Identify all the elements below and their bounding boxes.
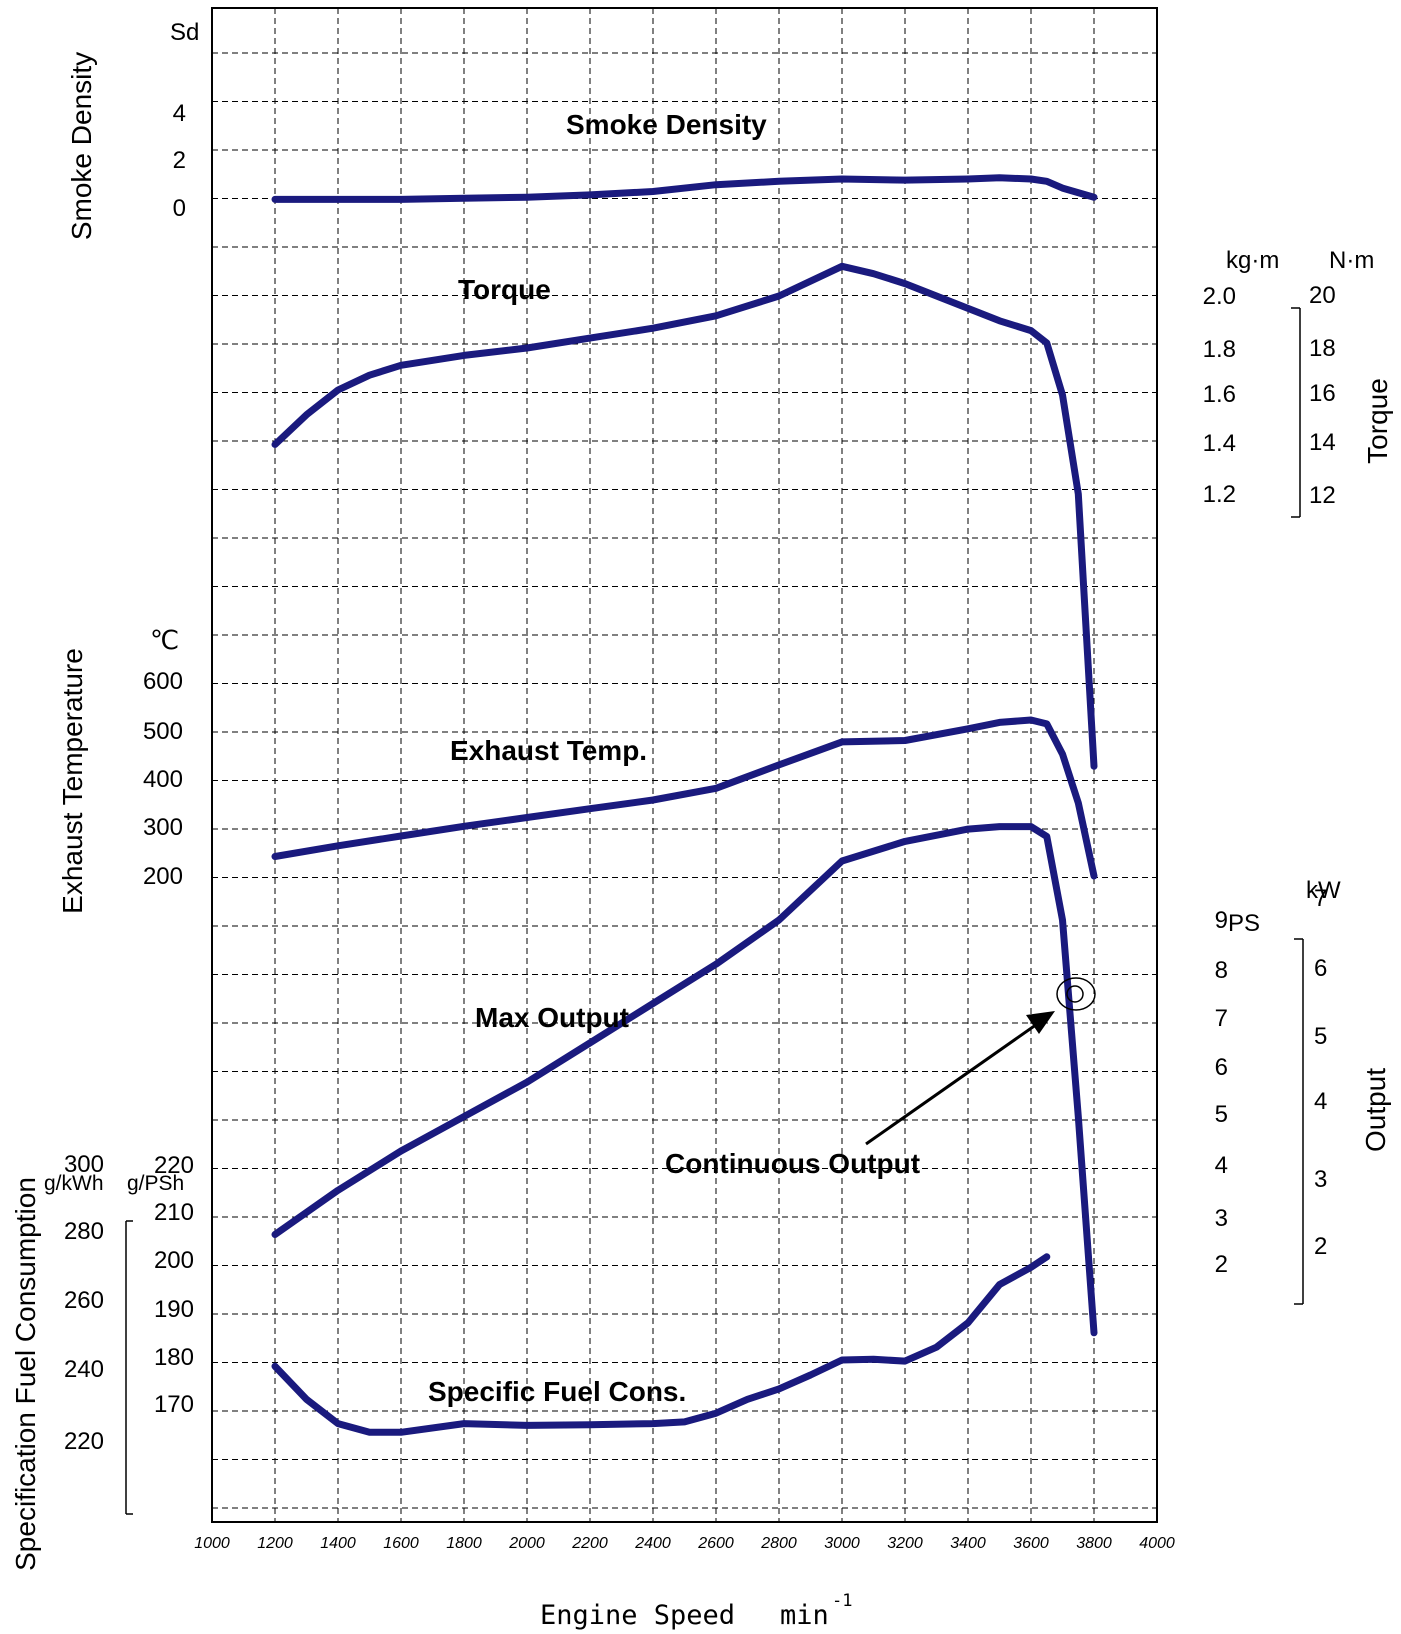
output-unit-kw: kW [1306,877,1341,904]
torque-curve-label: Torque [458,274,551,305]
torque-axis-title: Torque [1362,378,1393,464]
exhaust-temp-tick: 600 [143,668,183,695]
output-tick-ps: 8 [1215,957,1228,984]
grid-lines [212,8,1157,1522]
exhaust-temp-tick: 200 [143,863,183,890]
smoke-density-unit: Sd [170,19,199,46]
smoke-density-curve-label: Smoke Density [566,109,767,140]
smoke-density-tick: 0 [173,195,186,222]
x-tick-label: 1200 [257,1535,293,1552]
x-tick-label: 3400 [950,1535,986,1552]
output-tick-ps: 9 [1215,907,1228,934]
torque-tick-kgm: 1.4 [1203,430,1236,457]
fuel-unit-gkwh: g/kWh [44,1172,104,1195]
torque-tick-nm: 18 [1309,335,1336,362]
torque-tick-kgm: 1.8 [1203,336,1236,363]
x-axis-unit: min [780,1600,829,1631]
torque-unit-nm: N·m [1329,247,1374,274]
smoke-density-tick: 4 [173,100,186,127]
x-tick-label: 3000 [824,1535,860,1552]
output-tick-kw: 7 [1314,885,1327,912]
continuous-output-arrow-shaft [865,1020,1041,1146]
fuel-tick-gpsh: 170 [154,1391,194,1418]
x-tick-label: 1400 [320,1535,356,1552]
curves [271,174,1098,1436]
smoke-density-axis-title: Smoke Density [66,52,97,240]
x-axis-unit-exponent: -1 [832,1591,852,1611]
continuous-output-inner-ring [1066,985,1084,1003]
continuous-output-outer-ring [1056,977,1096,1011]
plot-frame [211,7,1158,1523]
torque-tick-kgm: 1.2 [1203,481,1236,508]
fuel-tick-gkwh: 240 [64,1356,104,1383]
fuel-tick-gpsh: 190 [154,1296,194,1323]
continuous-output-annotation: Continuous Output [665,977,1096,1179]
exhaust-temperature-unit: ℃ [150,625,179,655]
fuel-tick-gpsh: 180 [154,1344,194,1371]
specific-fuel-cons-curve-label: Specific Fuel Cons. [428,1376,686,1407]
x-tick-label: 1000 [194,1535,230,1552]
torque-tick-nm: 12 [1309,482,1336,509]
output-tick-ps: 5 [1215,1101,1228,1128]
output-tick-ps: 7 [1215,1005,1228,1032]
x-tick-label: 3200 [887,1535,923,1552]
x-tick-label: 2400 [634,1535,671,1552]
x-tick-label: 2600 [697,1535,734,1552]
x-tick-label: 3800 [1076,1535,1112,1552]
x-tick-label: 2200 [571,1535,608,1552]
x-axis-label: Engine Speed [540,1600,735,1631]
axis-brackets [125,307,1304,1515]
exhaust-temp-tick: 300 [143,814,183,841]
torque-tick-nm: 14 [1309,429,1336,456]
fuel-tick-gkwh: 220 [64,1428,104,1455]
fuel-consumption-axis-title: Specification Fuel Consumption [10,1177,41,1571]
x-tick-label: 3600 [1013,1535,1049,1552]
continuous-output-arrow-head [1026,1011,1055,1034]
x-tick-label: 1800 [446,1535,482,1552]
output-curve [271,823,1098,1337]
output-tick-ps: 2 [1215,1251,1228,1278]
torque-tick-nm: 16 [1309,380,1336,407]
output-tick-ps: 6 [1215,1054,1228,1081]
torque-tick-kgm: 1.6 [1203,381,1236,408]
torque-tick-nm: 20 [1309,282,1336,309]
output-axis-title: Output [1360,1068,1391,1152]
exhaust-temp-tick: 400 [143,766,183,793]
fuel-tick-gkwh: 260 [64,1287,104,1314]
fuel-curve [271,1253,1051,1436]
exhaust-temp-curve-label: Exhaust Temp. [450,735,647,766]
output-tick-kw: 5 [1314,1023,1327,1050]
smoke-density-tick: 2 [173,147,186,174]
fuel-tick-gkwh: 300 [64,1151,104,1178]
x-tick-label: 2000 [508,1535,545,1552]
fuel-tick-gpsh: 210 [154,1199,194,1226]
exhaust-curve [271,716,1098,880]
torque-unit-kgm: kg·m [1226,247,1279,274]
output-tick-kw: 6 [1314,955,1327,982]
fuel-tick-gpsh: 200 [154,1247,194,1274]
x-axis-title: Engine Speed min -1 [540,1591,852,1631]
exhaust-temp-tick: 500 [143,718,183,745]
output-unit-ps: PS [1228,910,1260,937]
output-tick-kw: 2 [1314,1233,1327,1260]
fuel-unit-gpsh: g/PSh [127,1172,184,1195]
tick-labels: 4206005004003002002.01.81.61.41.22018161… [64,100,1336,1552]
exhaust-temperature-axis-title: Exhaust Temperature [57,648,88,914]
output-tick-ps: 4 [1215,1152,1228,1179]
x-tick-label: 2800 [760,1535,797,1552]
max-output-curve-label: Max Output [475,1002,629,1033]
continuous-output-label: Continuous Output [665,1148,920,1179]
output-tick-ps: 3 [1215,1205,1228,1232]
output-tick-kw: 3 [1314,1166,1327,1193]
smoke-curve [271,174,1098,203]
x-tick-label: 1600 [383,1535,419,1552]
output-tick-kw: 4 [1314,1088,1327,1115]
torque-curve [271,262,1098,770]
fuel-tick-gkwh: 280 [64,1218,104,1245]
torque-tick-kgm: 2.0 [1203,283,1236,310]
fuel-tick-gpsh: 220 [154,1152,194,1179]
x-tick-label: 4000 [1139,1535,1175,1552]
